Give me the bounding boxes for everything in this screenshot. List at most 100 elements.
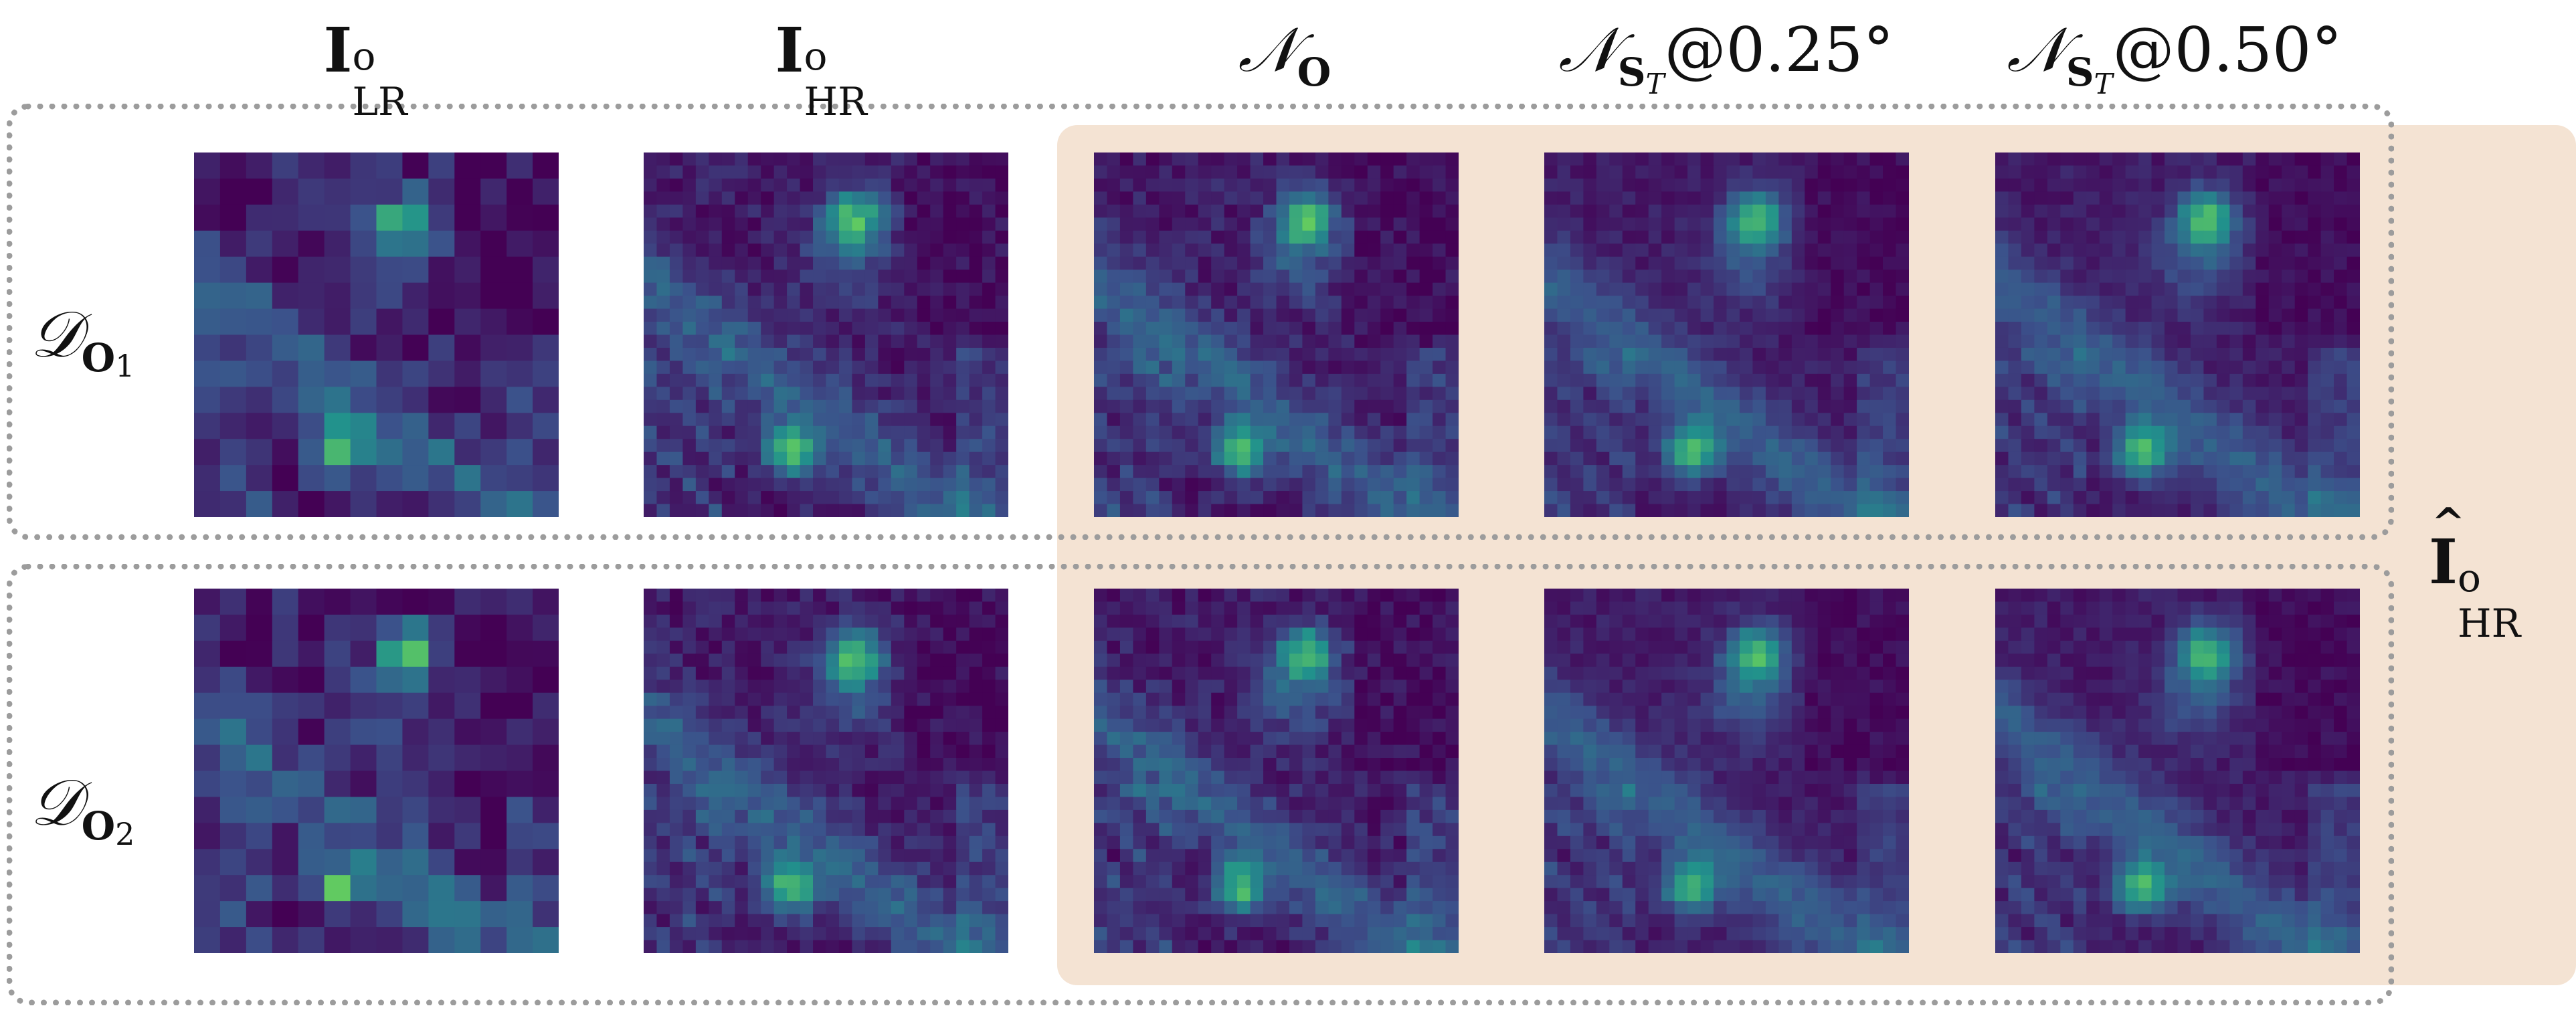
heatmap-cell [1752,204,1766,218]
heatmap-cell [1094,282,1108,296]
heatmap-cell [878,256,892,270]
heatmap-cell [1726,491,1740,505]
heatmap-cell [2177,230,2191,244]
heatmap-cell [1406,653,1420,668]
heatmap-cell [1406,178,1420,192]
heatmap-cell [324,465,351,492]
heatmap-cell [1648,504,1662,517]
heatmap-cell [1133,361,1147,375]
heatmap-cell [2112,322,2126,336]
heatmap-cell [1380,589,1394,603]
heatmap-cell [2021,256,2035,270]
heatmap-cell [878,413,892,427]
heatmap-cell [1674,282,1688,296]
heatmap-cell [2060,439,2074,453]
heatmap-cell [1094,758,1108,772]
heatmap-cell [800,491,814,505]
heatmap-cell [1276,653,1290,668]
heatmap-cell [1583,308,1597,322]
heatmap-cell [2086,270,2100,284]
heatmap-cell [324,666,351,694]
heatmap-cell [272,153,299,179]
heatmap-cell [1367,153,1381,167]
heatmap-cell [2242,334,2256,348]
heatmap-cell [1635,387,1649,401]
heatmap-cell [1445,823,1459,837]
heatmap-cell [1341,347,1355,362]
heatmap-cell [1445,809,1459,823]
heatmap-cell [1557,217,1571,231]
heatmap-cell [1341,706,1355,720]
heatmap-cell [1406,308,1420,322]
heatmap-cell [2138,243,2152,258]
heatmap-cell [1328,387,1342,401]
heatmap-cell [1778,451,1792,466]
heatmap-cell [1145,706,1160,720]
heatmap-cell [1315,640,1329,654]
heatmap-cell [669,706,683,720]
heatmap-cell [826,387,840,401]
heatmap-cell [428,927,455,953]
heatmap-cell [852,758,866,772]
heatmap-cell [943,373,957,387]
heatmap-cell [2229,230,2243,244]
heatmap-cell [1315,478,1329,492]
heatmap-cell [246,823,273,849]
heatmap-cell [669,718,683,732]
heatmap-cell [1765,334,1779,348]
heatmap-cell [1302,204,1316,218]
heatmap-cell [1107,413,1121,427]
heatmap-cell [1211,334,1225,348]
heatmap-cell [904,914,918,928]
heatmap-cell [995,178,1008,192]
heatmap-cell [709,451,723,466]
heatmap-cell [735,823,749,837]
heatmap-cell [852,361,866,375]
heatmap-cell [943,296,957,310]
heatmap-cell [864,783,879,798]
heatmap-cell [2177,347,2191,362]
heatmap-cell [656,797,670,811]
heatmap-cell [1276,308,1290,322]
heatmap-cell [2138,204,2152,218]
heatmap-cell [324,849,351,876]
heatmap-cell [761,296,775,310]
heatmap-cell [709,927,723,941]
heatmap-cell [1237,282,1251,296]
heatmap-cell [1211,217,1225,231]
heatmap-cell [1765,204,1779,218]
heatmap-cell [2190,361,2205,375]
heatmap-cell [1995,504,2009,517]
heatmap-cell [813,797,827,811]
heatmap-cell [1354,439,1368,453]
heatmap-cell [1687,296,1701,310]
heatmap-cell [1805,256,1819,270]
heatmap-cell [1328,744,1342,758]
heatmap-cell [2047,399,2061,413]
heatmap-cell [838,861,853,876]
heatmap-cell [1328,478,1342,492]
heatmap-cell [735,413,749,427]
heatmap-cell [644,849,658,863]
heatmap-cell [1883,465,1897,479]
heatmap-cell [2138,465,2152,479]
heatmap-cell [1159,875,1173,889]
heatmap-cell [982,191,996,205]
heatmap-cell [324,718,351,746]
heatmap-cell [2086,334,2100,348]
heatmap-cell [2047,322,2061,336]
heatmap-cell [1995,491,2009,505]
heatmap-cell [982,640,996,654]
heatmap-cell [2138,191,2152,205]
heatmap-cell [838,491,853,505]
heatmap-cell [735,627,749,641]
heatmap-cell [656,256,670,270]
heatmap-cell [1289,861,1303,876]
heatmap-cell [1843,334,1857,348]
heatmap-cell [1367,465,1381,479]
heatmap-cell [1289,744,1303,758]
heatmap-cell [2216,204,2230,218]
heatmap-cell [1328,504,1342,517]
heatmap-cell [2047,270,2061,284]
heatmap-cell [1778,282,1792,296]
